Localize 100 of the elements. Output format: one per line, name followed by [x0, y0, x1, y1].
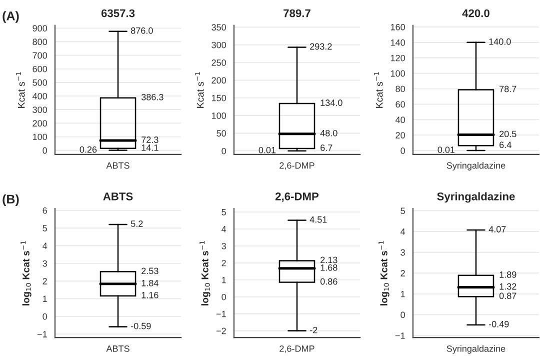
- y-tick-label: 200: [32, 120, 48, 127]
- y-tick-label: 40: [395, 116, 405, 124]
- y-tick-label: −1: [38, 331, 47, 338]
- y-tick-label: 4: [42, 242, 48, 249]
- y-tick-label: 0: [400, 312, 405, 318]
- text: 1.84: [142, 280, 158, 286]
- y-tick-label: 4: [222, 226, 226, 232]
- text: 876.0: [131, 27, 153, 34]
- text: 0.86: [320, 278, 338, 285]
- y-tick-label: 300: [32, 106, 48, 113]
- y-tick-label: 50: [216, 130, 226, 137]
- x-tick-label: 2,6-DMP: [280, 162, 314, 170]
- y-tick-label: 1: [222, 276, 226, 284]
- text: 1.32: [500, 283, 516, 290]
- y-tick-label: 300: [212, 42, 226, 48]
- y-tick-label: 5: [400, 208, 405, 214]
- y-tick-label: 120: [390, 54, 405, 62]
- text: (A): [2, 11, 19, 23]
- text: Syringaldazine: [446, 345, 506, 354]
- text: 0.01: [258, 146, 276, 154]
- text: 14.1: [142, 144, 158, 151]
- text: 6.7: [320, 144, 332, 151]
- y-tick-label: 3: [222, 242, 226, 250]
- text: 134.0: [320, 100, 342, 106]
- y-tick-label: 100: [32, 134, 48, 140]
- y-tick-label: 5: [42, 225, 47, 232]
- text: 1.68: [320, 264, 338, 271]
- chart-title: 420.0: [462, 9, 490, 18]
- y-tick-label: 20: [396, 132, 405, 138]
- text: 4.07: [488, 226, 506, 232]
- text: 2.13: [320, 256, 338, 264]
- text: -0.59: [131, 322, 151, 330]
- y-tick-label: 5: [222, 209, 226, 216]
- y-axis-title: Kcat s$^{−1}$: [16, 72, 25, 108]
- y-axis-title: log$_{10}$ Kcat s$^{−1}$: [378, 241, 390, 306]
- text: 386.3: [141, 94, 164, 100]
- text: 140.0: [489, 38, 511, 45]
- y-tick-label: 150: [212, 94, 226, 102]
- x-tick-label: Syringaldazine: [437, 192, 515, 203]
- y-axis-title: Kcat s$^{−1}$: [374, 72, 383, 108]
- y-tick-label: 160: [390, 24, 405, 30]
- x-tick-label: ABTS: [106, 162, 130, 169]
- y-tick-label: 2: [400, 270, 405, 276]
- text: 6.4: [500, 142, 512, 148]
- y-tick-label: 2: [222, 260, 226, 266]
- y-tick-label: 400: [32, 92, 48, 100]
- text: 0.26: [80, 146, 97, 153]
- y-tick-label: 0: [42, 313, 48, 320]
- y-tick-label: −2: [216, 328, 226, 334]
- y-axis-title: Kcat s$^{−1}$: [194, 72, 204, 108]
- chart-title: 6357.3: [101, 9, 135, 18]
- y-tick-label: 350: [212, 24, 226, 31]
- y-tick-label: 250: [212, 59, 226, 66]
- y-tick-label: 0: [42, 147, 48, 154]
- y-tick-label: 140: [390, 39, 405, 46]
- text: 78.7: [500, 86, 516, 92]
- text: 1.16: [142, 292, 158, 298]
- y-tick-label: 500: [32, 79, 48, 86]
- text: 2.53: [142, 268, 158, 274]
- y-tick-label: 2: [42, 278, 47, 284]
- y-tick-label: 0: [222, 294, 226, 300]
- y-tick-label: 100: [212, 112, 226, 119]
- text: -2: [310, 326, 318, 334]
- text: 48.0: [320, 130, 338, 136]
- y-axis-title: log$_{10}$ Kcat s$^{−1}$: [20, 241, 32, 306]
- text: 1.89: [500, 271, 516, 278]
- x-tick-label: ABTS: [103, 192, 133, 200]
- y-tick-label: 1: [43, 296, 47, 302]
- y-tick-label: 60: [396, 101, 405, 108]
- text: 20.5: [500, 130, 516, 138]
- y-axis-title: log$_{10}$ Kcat s$^{−1}$: [200, 241, 210, 306]
- y-tick-label: 600: [32, 66, 48, 72]
- text: 4.51: [310, 216, 327, 223]
- text: 0.87: [499, 292, 516, 300]
- y-tick-label: 3: [42, 260, 47, 267]
- text: (B): [2, 194, 19, 206]
- y-tick-label: 200: [212, 77, 226, 84]
- y-tick-label: 6: [42, 207, 47, 214]
- y-tick-label: 3: [400, 249, 405, 256]
- y-tick-label: 900: [32, 25, 48, 32]
- y-tick-label: 1: [400, 290, 405, 298]
- y-tick-label: 800: [32, 38, 48, 46]
- y-tick-label: 0: [222, 148, 226, 154]
- text: 5.2: [130, 220, 143, 227]
- y-tick-label: 4: [400, 228, 406, 235]
- y-tick-label: 80: [396, 86, 405, 92]
- text: ABTS: [106, 345, 130, 352]
- x-tick-label: Syringaldazine: [446, 162, 506, 170]
- text: 2,6-DMP: [280, 345, 314, 353]
- y-tick-label: 0: [400, 148, 405, 154]
- text: 0.01: [438, 146, 455, 153]
- text: 293.2: [310, 43, 332, 50]
- y-tick-label: 700: [32, 52, 48, 59]
- text: -0.49: [488, 320, 509, 328]
- chart-title: 789.7: [284, 9, 310, 18]
- y-tick-label: 100: [390, 70, 405, 77]
- x-tick-label: 2,6-DMP: [275, 192, 319, 202]
- y-tick-label: −1: [395, 332, 405, 339]
- y-tick-label: −1: [216, 310, 226, 318]
- text: 72.3: [142, 136, 158, 143]
